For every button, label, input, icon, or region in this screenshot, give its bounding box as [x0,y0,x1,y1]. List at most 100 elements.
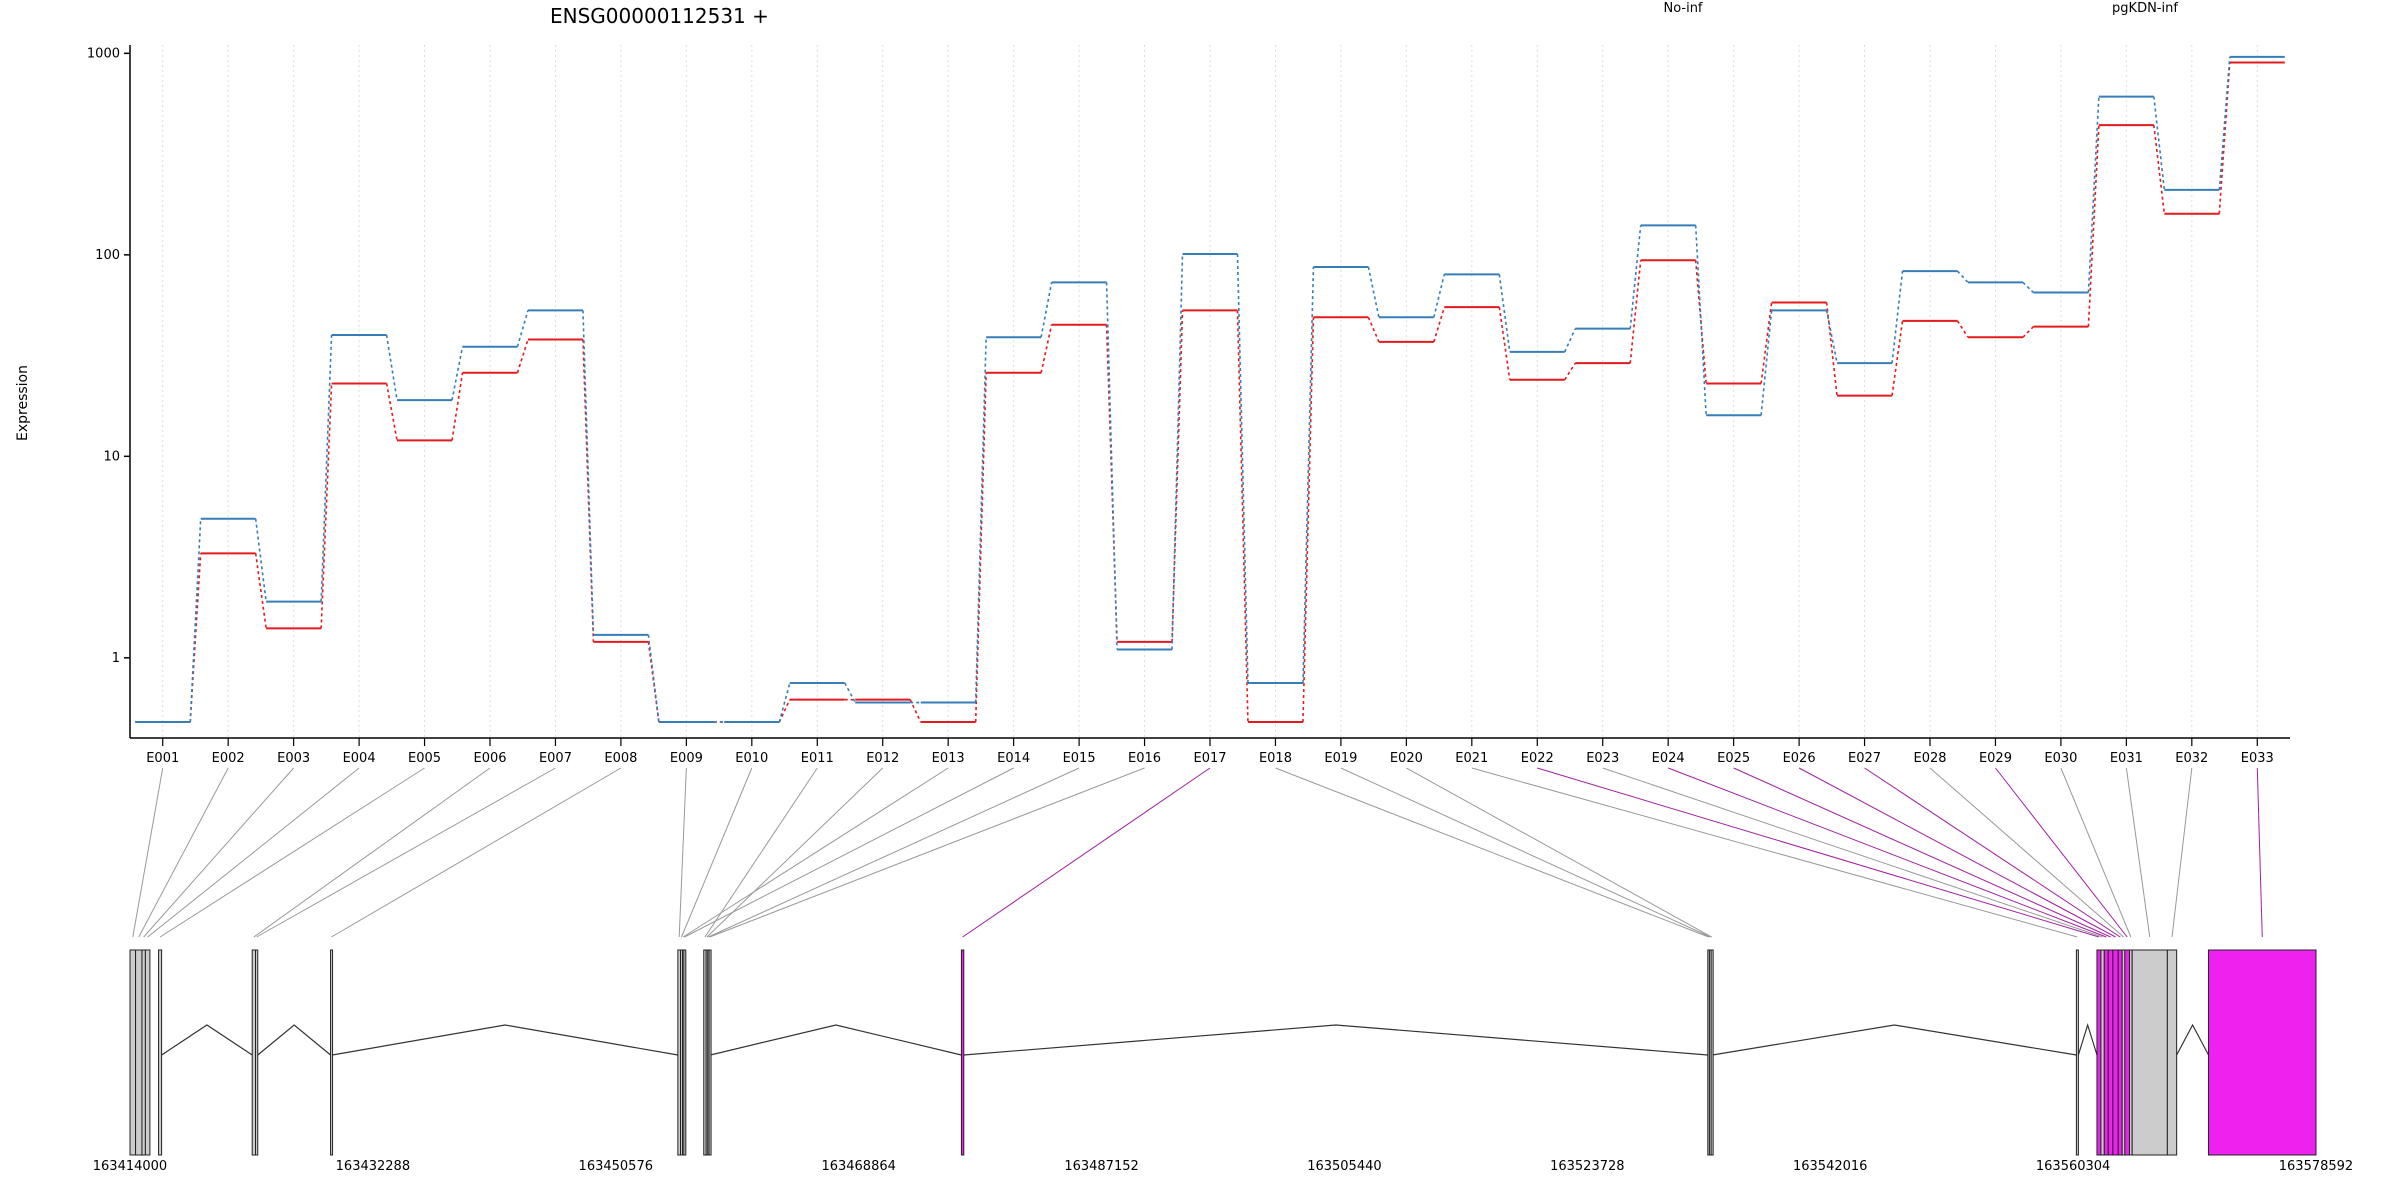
exon-box-e027 [2117,949,2123,1156]
intron-1 [161,1024,253,1056]
series-pgkdn-inf-connector-29 [2022,281,2034,294]
x-tick-label-e033: E033 [2241,751,2274,766]
exon-box-e005 [158,949,163,1156]
series-no-inf-connector-31 [2153,125,2166,214]
link-line-e018 [1275,767,1709,938]
link-line-e030 [2060,767,2132,938]
series-pgkdn-inf-connector-4 [385,334,398,401]
x-tick-label-e004: E004 [343,751,376,766]
x-tick-label-e019: E019 [1324,751,1357,766]
y-tick-label-1000: 1000 [87,46,120,61]
series-pgkdn-inf-connector-2 [254,518,267,602]
exon-box-e014 [683,949,687,1156]
x-tick-label-e032: E032 [2175,751,2208,766]
link-line-e015 [708,767,1080,938]
gene-coordinate-label-7: 163542016 [1793,1159,1867,1174]
intron-2 [257,1024,331,1056]
series-no-inf-connector-2 [254,553,267,629]
gene-coordinate-label-6: 163523728 [1550,1159,1624,1174]
series-pgkdn-inf-connector-30 [2087,96,2100,293]
series-no-inf-connector-30 [2087,125,2100,327]
link-line-e032 [2171,767,2193,938]
gene-coordinate-label-3: 163468864 [821,1159,895,1174]
series-pgkdn-inf-connector-6 [516,310,529,347]
intron-3 [332,1024,678,1056]
expression-plot: ENSG00000112531 + No-inf pgKDN-inf Expre… [15,1,2290,766]
exon-box-e001 [129,949,137,1156]
series-pgkdn-inf-connector-17 [1236,253,1249,684]
series-no-inf-connector-12 [909,699,922,723]
link-line-e007 [256,767,556,938]
series-pgkdn-inf-connector-7 [582,310,595,635]
series-pgkdn-inf-connector-23 [1629,225,1642,329]
x-tick-label-e020: E020 [1390,751,1423,766]
exon-box-e016 [708,949,712,1156]
link-line-e027 [1864,767,2121,938]
series-no-inf-connector-28 [1956,320,1969,338]
x-tick-label-e009: E009 [670,751,703,766]
link-line-e025 [1733,767,2111,938]
link-line-e017 [962,767,1211,938]
x-tick-label-e025: E025 [1717,751,1750,766]
x-tick-label-e030: E030 [2044,751,2077,766]
exon-box-e025 [2107,949,2114,1156]
series-no-inf-connector-32 [2218,62,2231,214]
y-tick-label-100: 100 [95,248,120,263]
link-line-e003 [143,767,295,938]
x-tick-label-e026: E026 [1783,751,1816,766]
y-axis: 1 10 100 1000 [87,45,131,738]
series-no-inf-connector-17 [1236,310,1249,723]
series-no-inf-connector-13 [974,372,987,723]
link-line-e005 [159,767,425,938]
exon-box-e032 [2166,949,2178,1156]
series-pgkdn-inf-connector-19 [1367,266,1380,318]
link-line-e021 [1471,767,2078,938]
series-no-inf-connector-19 [1367,316,1380,343]
link-line-e019 [1340,767,1711,938]
x-tick-label-e023: E023 [1586,751,1619,766]
x-tick-label-e010: E010 [735,751,768,766]
exon-box-e021 [2075,949,2079,1156]
link-line-e014 [684,767,1014,938]
series-pgkdn-inf-connector-25 [1760,310,1773,416]
series-pgkdn-inf-connector-22 [1564,328,1576,353]
series-no-inf-connector-10 [778,699,791,723]
x-tick-label-e008: E008 [604,751,637,766]
link-line-e006 [253,767,491,938]
legend-no-inf: No-inf [1663,1,1702,16]
exon-link-lines [132,767,2263,938]
x-tick-label-e029: E029 [1979,751,2012,766]
series-pgkdn-inf-connector-27 [1891,271,1904,364]
series-pgkdn-inf-connector-3 [320,334,333,602]
intron-4 [710,1024,962,1056]
x-tick-label-e001: E001 [146,751,179,766]
gene-coordinate-label-2: 163450576 [579,1159,653,1174]
exon-box-e004 [144,949,151,1156]
x-tick-label-e031: E031 [2110,751,2143,766]
exon-box-e020 [1710,949,1714,1156]
exon-box-e002 [135,949,143,1156]
intron-7 [2077,1022,2098,1056]
series-no-inf-connector-4 [385,383,398,441]
series-no-inf-connector-21 [1498,307,1511,380]
x-tick-label-e014: E014 [997,751,1030,766]
series-pgkdn-inf-connector-13 [974,337,987,703]
x-tick-label-e018: E018 [1259,751,1292,766]
series-no-inf-connector-29 [2022,326,2034,338]
exon-box-e033 [2208,949,2317,1156]
y-tick-label-1: 1 [112,651,120,666]
genomic-coordinate-axis: 163414000 163432288 163450576 163468864 1634… [93,1159,2353,1174]
x-axis: E001 E002 E003 E004 E005 E006 E007 E008 E009 E010… [130,737,2290,766]
series-no-inf-connector-25 [1760,302,1773,384]
x-tick-label-e002: E002 [212,751,245,766]
link-line-e010 [681,767,753,938]
series-no-inf-connector-18 [1302,317,1315,723]
y-tick-label-10: 10 [103,449,120,464]
intron-8 [2176,1023,2210,1056]
series-pgkdn-inf-connector-24 [1694,225,1707,416]
link-line-e024 [1668,767,2107,938]
link-line-e016 [709,767,1145,938]
series-pgkdn-inf-connector-15 [1105,282,1118,650]
legend-pgkdn-inf: pgKDN-inf [2112,1,2178,16]
